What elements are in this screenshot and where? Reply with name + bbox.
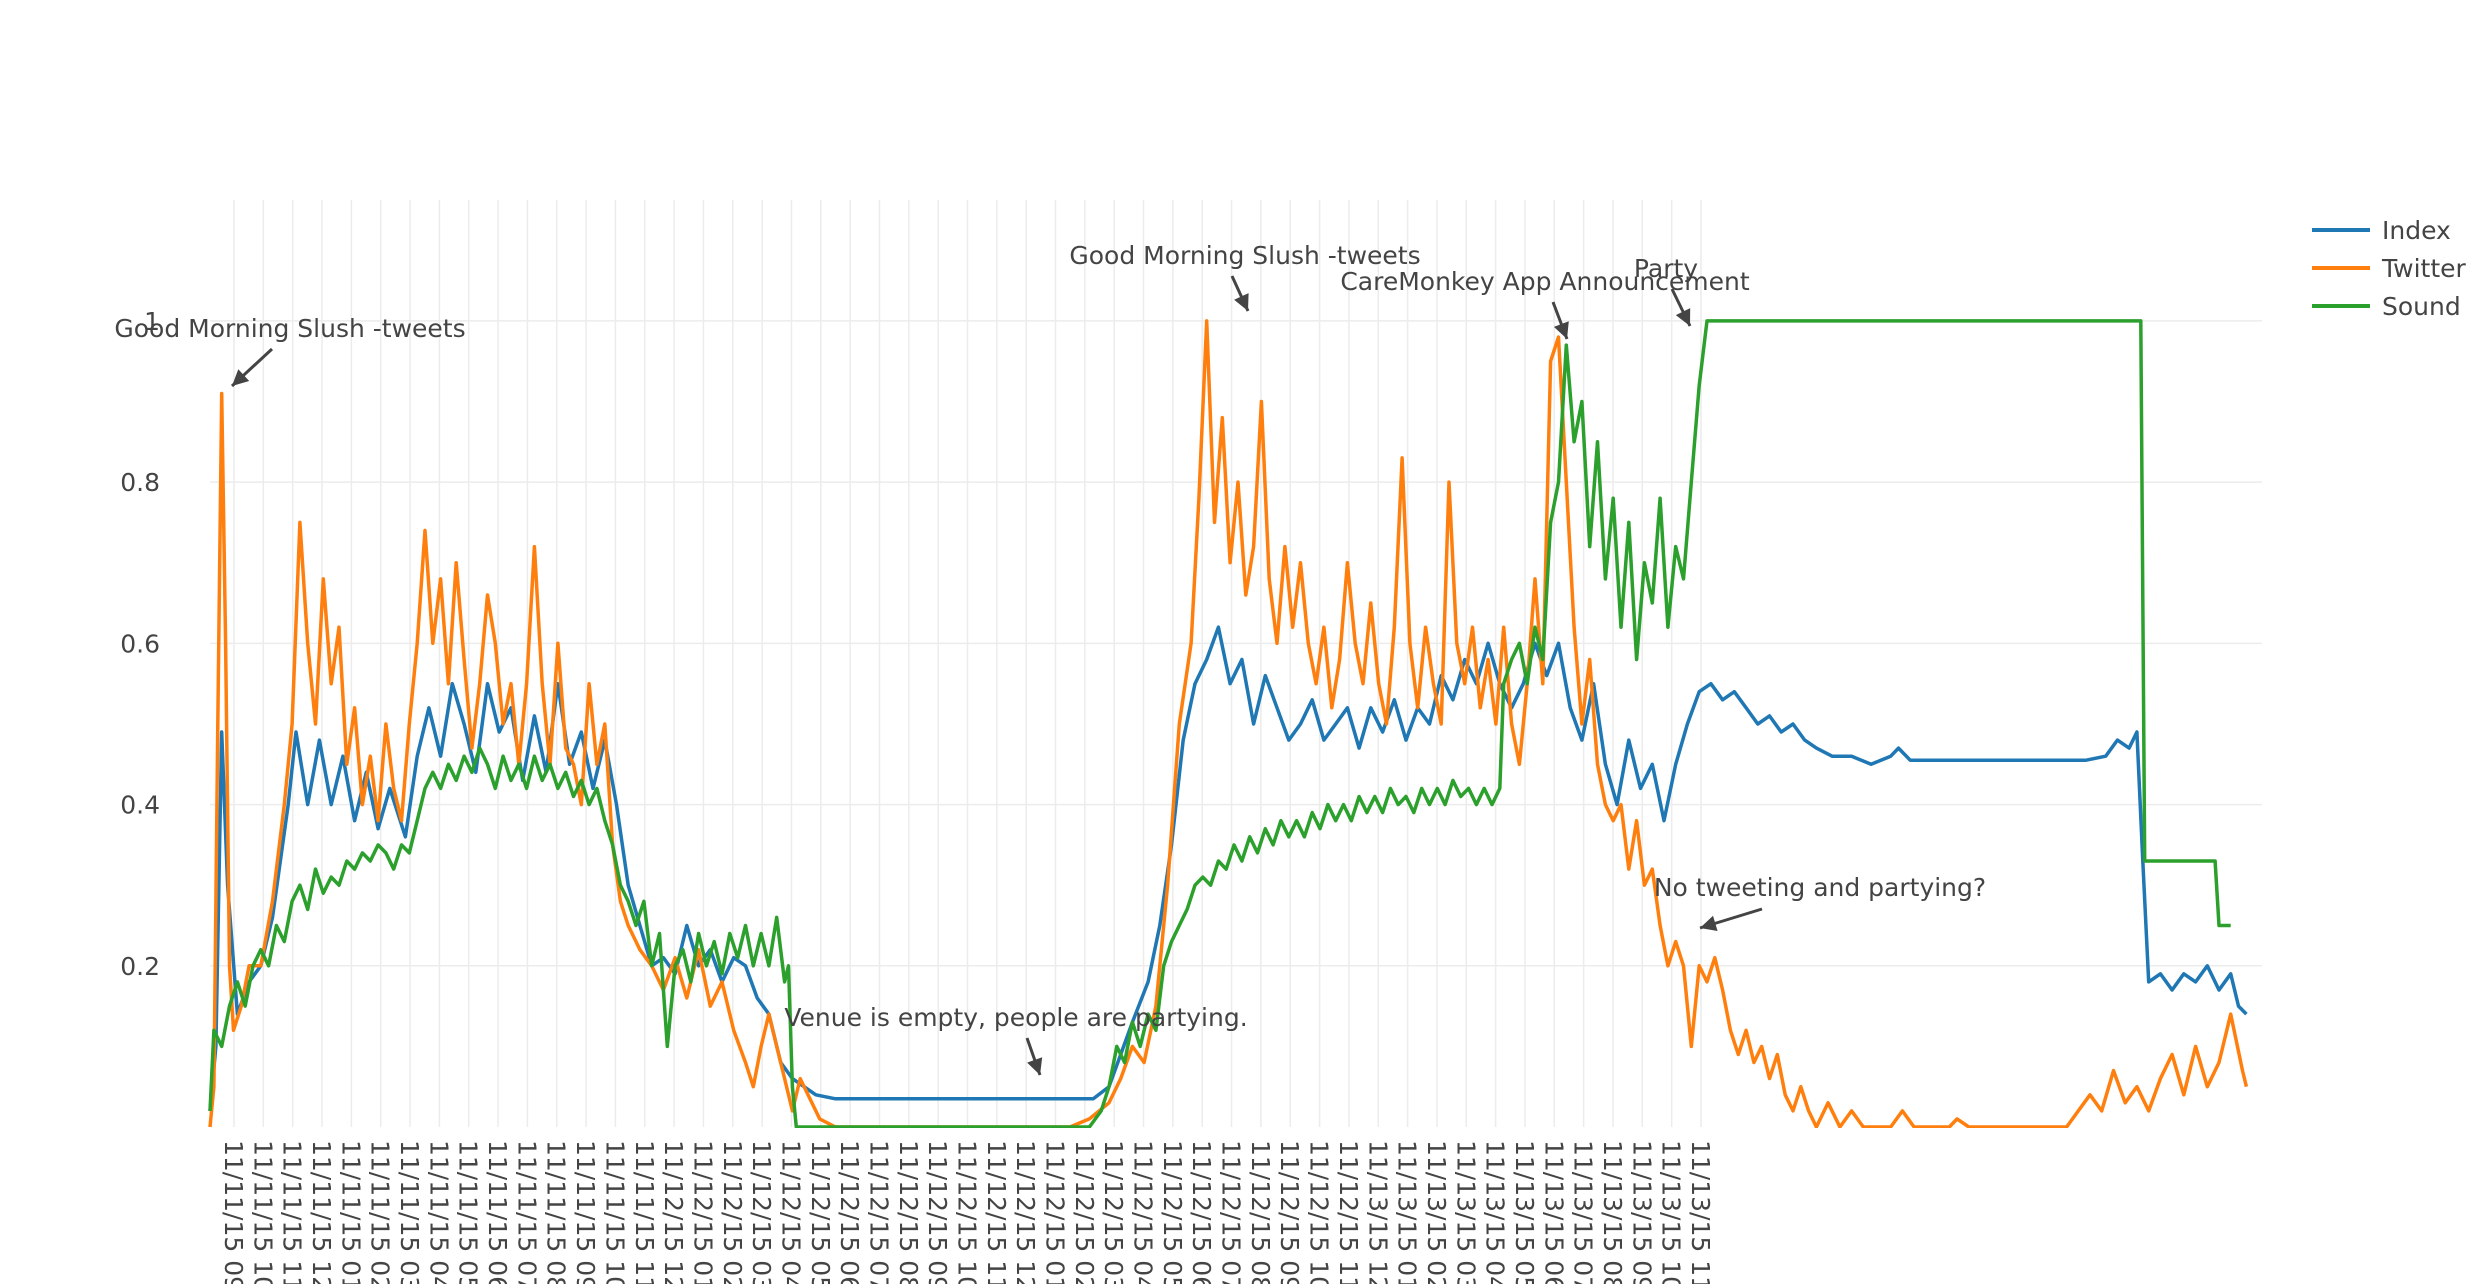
annotations: Good Morning Slush -tweets Good Morning S… [114,241,1986,1076]
x-tick-label: 11/13/15 08:00 [1598,1140,1627,1284]
x-tick-label: 11/12/15 08:00 [1246,1140,1275,1284]
x-tick-label: 11/13/15 02:00 [1422,1140,1451,1284]
x-tick-label: 11/11/15 09:00 [219,1140,248,1284]
x-tick-label: 11/13/15 05:00 [1510,1140,1539,1284]
x-tick-label: 11/11/15 03:00 [395,1140,424,1284]
x-tick-label: 11/11/15 11:00 [630,1140,659,1284]
x-tick-label: 11/12/15 03:00 [747,1140,776,1284]
x-tick-label: 11/12/15 05:00 [1158,1140,1187,1284]
x-tick-label: 11/13/15 10:00 [1657,1140,1686,1284]
x-tick-label: 11/12/15 02:00 [718,1140,747,1284]
x-tick-label: 11/12/15 12:00 [1011,1140,1040,1284]
legend-label-index[interactable]: Index [2382,216,2451,245]
x-tick-label: 11/12/15 01:00 [1041,1140,1070,1284]
x-tick-label: 11/12/15 06:00 [1187,1140,1216,1284]
series-line-sound [208,319,2231,1129]
x-tick-label: 11/11/15 09:00 [571,1140,600,1284]
annotation-text: Party [1634,254,1698,283]
x-tick-label: 11/13/15 03:00 [1451,1140,1480,1284]
annotation-arrowhead [1675,308,1691,326]
x-tick-label: 11/12/15 07:00 [1217,1140,1246,1284]
annotation-text: Good Morning Slush -tweets [114,314,465,343]
x-tick-label: 11/12/15 04:00 [776,1140,805,1284]
series-lines [0,319,2488,1285]
x-tick-label: 11/11/15 01:00 [336,1140,365,1284]
x-tick-label: 11/12/15 02:00 [1070,1140,1099,1284]
annotation-text: Good Morning Slush -tweets [1069,241,1420,270]
x-tick-label: 11/13/15 04:00 [1481,1140,1510,1284]
annotation-text: Venue is empty, people are partying. [784,1003,1247,1032]
x-tick-label: 11/11/15 06:00 [483,1140,512,1284]
x-tick-label: 11/12/15 09:00 [923,1140,952,1284]
x-tick-label: 11/12/15 03:00 [1099,1140,1128,1284]
x-tick-label: 11/11/15 11:00 [278,1140,307,1284]
x-tick-label: 11/12/15 01:00 [688,1140,717,1284]
legend[interactable]: Index Twitter Sound [2312,216,2467,321]
x-tick-label: 11/11/15 10:00 [600,1140,629,1284]
x-tick-label: 11/12/15 10:00 [953,1140,982,1284]
x-tick-label: 11/13/15 01:00 [1393,1140,1422,1284]
x-tick-label: 11/13/15 07:00 [1569,1140,1598,1284]
x-tick-label: 11/11/15 10:00 [248,1140,277,1284]
x-tick-label: 11/13/15 11:00 [1686,1140,1715,1284]
x-tick-label: 11/12/15 06:00 [835,1140,864,1284]
x-tick-label: 11/11/15 08:00 [542,1140,571,1284]
x-tick-label: 11/13/15 09:00 [1627,1140,1656,1284]
x-tick-label: 11/12/15 12:00 [659,1140,688,1284]
x-tick-label: 11/11/15 02:00 [366,1140,395,1284]
grid [210,200,2262,1127]
x-tick-label: 11/12/15 05:00 [806,1140,835,1284]
annotation-arrowhead [1234,293,1249,311]
annotation-arrowhead [1027,1057,1043,1075]
x-tick-label: 11/12/15 10:00 [1305,1140,1334,1284]
annotation-arrowhead [232,369,250,386]
y-tick-label: 0.6 [120,629,160,658]
x-tick-label: 11/11/15 12:00 [307,1140,336,1284]
legend-label-twitter[interactable]: Twitter [2381,254,2467,283]
series-line-index [208,625,2248,1112]
axis-mask [0,1128,2488,1285]
x-tick-label: 11/12/15 04:00 [1129,1140,1158,1284]
x-axis: 11/11/15 09:00 11/11/15 10:00 11/11/15 11:… [219,1140,1715,1288]
x-tick-label: 11/11/15 05:00 [454,1140,483,1284]
annotation-arrowhead [1700,915,1718,931]
x-tick-label: 11/12/15 11:00 [982,1140,1011,1284]
y-tick-label: 0.4 [120,791,160,820]
legend-label-sound[interactable]: Sound [2382,292,2461,321]
x-tick-label: 11/13/15 12:00 [1363,1140,1392,1284]
series-line-twitter [208,319,2249,1129]
x-tick-label: 11/13/15 06:00 [1539,1140,1568,1284]
x-tick-label: 11/12/15 08:00 [894,1140,923,1284]
annotation-text: No tweeting and partying? [1654,873,1986,902]
y-tick-label: 0.8 [120,468,160,497]
annotation-arrowhead [1553,321,1569,339]
y-tick-label: 1 [144,307,160,336]
y-axis: 0.2 0.4 0.6 0.8 1 [120,307,160,981]
y-tick-label: 0.2 [120,952,160,981]
x-tick-label: 11/11/15 04:00 [424,1140,453,1284]
x-tick-label: 11/12/15 09:00 [1275,1140,1304,1284]
annotation-text: CareMonkey App Announcement [1340,267,1750,296]
x-tick-label: 11/12/15 07:00 [864,1140,893,1284]
x-tick-label: 11/12/15 11:00 [1334,1140,1363,1284]
x-tick-label: 11/11/15 07:00 [512,1140,541,1284]
